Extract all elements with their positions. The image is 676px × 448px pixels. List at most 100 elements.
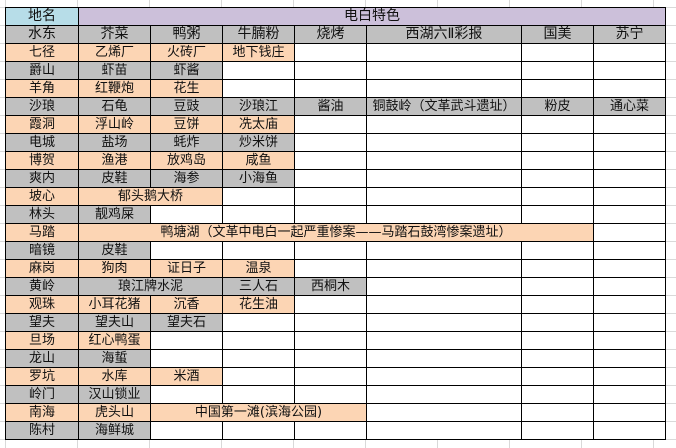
empty-cell[interactable] <box>593 367 666 386</box>
specialty-cell[interactable]: 冼太庙 <box>222 115 295 134</box>
empty-cell[interactable] <box>366 403 522 422</box>
specialty-cell[interactable]: 郁头鹅大桥 <box>78 187 223 206</box>
empty-cell[interactable] <box>593 295 666 314</box>
empty-cell[interactable] <box>294 385 367 404</box>
empty-cell[interactable] <box>150 385 223 404</box>
empty-cell[interactable] <box>294 313 367 332</box>
empty-cell[interactable] <box>521 367 594 386</box>
specialty-cell[interactable]: 三人石 <box>222 277 295 296</box>
specialty-cell[interactable]: 花生 <box>150 79 223 98</box>
specialties-header[interactable]: 电白特色 <box>78 7 666 26</box>
place-name-cell[interactable]: 岭门 <box>5 385 79 404</box>
specialty-cell[interactable]: 靓鸡屎 <box>78 205 151 224</box>
empty-cell[interactable] <box>593 241 666 260</box>
empty-cell[interactable] <box>222 367 295 386</box>
empty-cell[interactable] <box>366 385 522 404</box>
specialty-cell[interactable]: 小海鱼 <box>222 169 295 188</box>
specialty-cell[interactable]: 汉山锁业 <box>78 385 151 404</box>
empty-cell[interactable] <box>366 331 522 350</box>
empty-cell[interactable] <box>521 79 594 98</box>
specialty-cell[interactable]: 温泉 <box>222 259 295 278</box>
specialty-cell[interactable]: 琅江牌水泥 <box>78 277 223 296</box>
place-name-header[interactable]: 地名 <box>5 7 79 26</box>
empty-cell[interactable] <box>593 331 666 350</box>
empty-cell[interactable] <box>593 421 666 440</box>
empty-cell[interactable] <box>366 61 522 80</box>
empty-cell[interactable] <box>222 349 295 368</box>
empty-cell[interactable] <box>521 385 594 404</box>
specialty-cell[interactable]: 豆豉 <box>150 97 223 116</box>
place-name-cell[interactable]: 沙琅 <box>5 97 79 116</box>
empty-cell[interactable] <box>521 421 594 440</box>
specialty-cell[interactable]: 石龟 <box>78 97 151 116</box>
empty-cell[interactable] <box>593 205 666 224</box>
empty-cell[interactable] <box>593 385 666 404</box>
specialty-cell[interactable]: 沙琅江 <box>222 97 295 116</box>
specialty-cell[interactable]: 地下钱庄 <box>222 43 295 62</box>
specialty-cell[interactable]: 中国第一滩(滨海公园) <box>150 403 367 422</box>
empty-cell[interactable] <box>294 421 367 440</box>
specialty-cell[interactable]: 花生油 <box>222 295 295 314</box>
empty-cell[interactable] <box>222 421 295 440</box>
empty-cell[interactable] <box>593 79 666 98</box>
place-name-cell[interactable]: 罗坑 <box>5 367 79 386</box>
empty-cell[interactable] <box>521 331 594 350</box>
empty-cell[interactable] <box>222 241 295 260</box>
empty-cell[interactable] <box>366 349 522 368</box>
column-header[interactable]: 水东 <box>5 25 79 44</box>
empty-cell[interactable] <box>366 241 522 260</box>
place-name-cell[interactable]: 南海 <box>5 403 79 422</box>
empty-cell[interactable] <box>150 331 223 350</box>
empty-cell[interactable] <box>521 61 594 80</box>
specialty-cell[interactable]: 虎头山 <box>78 403 151 422</box>
empty-cell[interactable] <box>593 277 666 296</box>
empty-cell[interactable] <box>294 331 367 350</box>
empty-cell[interactable] <box>294 43 367 62</box>
specialty-cell[interactable]: 望夫石 <box>150 313 223 332</box>
empty-cell[interactable] <box>150 421 223 440</box>
place-name-cell[interactable]: 麻岗 <box>5 259 79 278</box>
specialty-cell[interactable]: 虾酱 <box>150 61 223 80</box>
empty-cell[interactable] <box>593 43 666 62</box>
empty-cell[interactable] <box>366 295 522 314</box>
empty-cell[interactable] <box>521 259 594 278</box>
column-header[interactable]: 烧烤 <box>294 25 367 44</box>
place-name-cell[interactable]: 黄岭 <box>5 277 79 296</box>
specialty-cell[interactable]: 红心鸭蛋 <box>78 331 151 350</box>
place-name-cell[interactable]: 羊角 <box>5 79 79 98</box>
empty-cell[interactable] <box>294 151 367 170</box>
empty-cell[interactable] <box>294 133 367 152</box>
empty-cell[interactable] <box>222 385 295 404</box>
specialty-cell[interactable]: 火砖厂 <box>150 43 223 62</box>
empty-cell[interactable] <box>294 259 367 278</box>
specialty-cell[interactable]: 渔港 <box>78 151 151 170</box>
place-name-cell[interactable]: 林头 <box>5 205 79 224</box>
empty-cell[interactable] <box>593 259 666 278</box>
empty-cell[interactable] <box>593 133 666 152</box>
empty-cell[interactable] <box>366 169 522 188</box>
specialty-cell[interactable]: 酱油 <box>294 97 367 116</box>
empty-cell[interactable] <box>366 259 522 278</box>
empty-cell[interactable] <box>366 187 522 206</box>
empty-cell[interactable] <box>521 187 594 206</box>
specialty-cell[interactable]: 咸鱼 <box>222 151 295 170</box>
empty-cell[interactable] <box>521 151 594 170</box>
empty-cell[interactable] <box>222 331 295 350</box>
specialty-cell[interactable]: 通心菜 <box>593 97 666 116</box>
specialty-cell[interactable]: 西桐木 <box>294 277 367 296</box>
specialty-cell[interactable]: 乙烯厂 <box>78 43 151 62</box>
specialty-cell[interactable]: 放鸡岛 <box>150 151 223 170</box>
empty-cell[interactable] <box>593 169 666 188</box>
empty-cell[interactable] <box>521 277 594 296</box>
specialty-cell[interactable]: 沉香 <box>150 295 223 314</box>
empty-cell[interactable] <box>222 187 295 206</box>
empty-cell[interactable] <box>521 169 594 188</box>
empty-cell[interactable] <box>222 313 295 332</box>
empty-cell[interactable] <box>521 313 594 332</box>
place-name-cell[interactable]: 爽内 <box>5 169 79 188</box>
empty-cell[interactable] <box>294 241 367 260</box>
specialty-cell[interactable]: 粉皮 <box>521 97 594 116</box>
empty-cell[interactable] <box>294 115 367 134</box>
column-header[interactable]: 鸭粥 <box>150 25 223 44</box>
empty-cell[interactable] <box>150 241 223 260</box>
